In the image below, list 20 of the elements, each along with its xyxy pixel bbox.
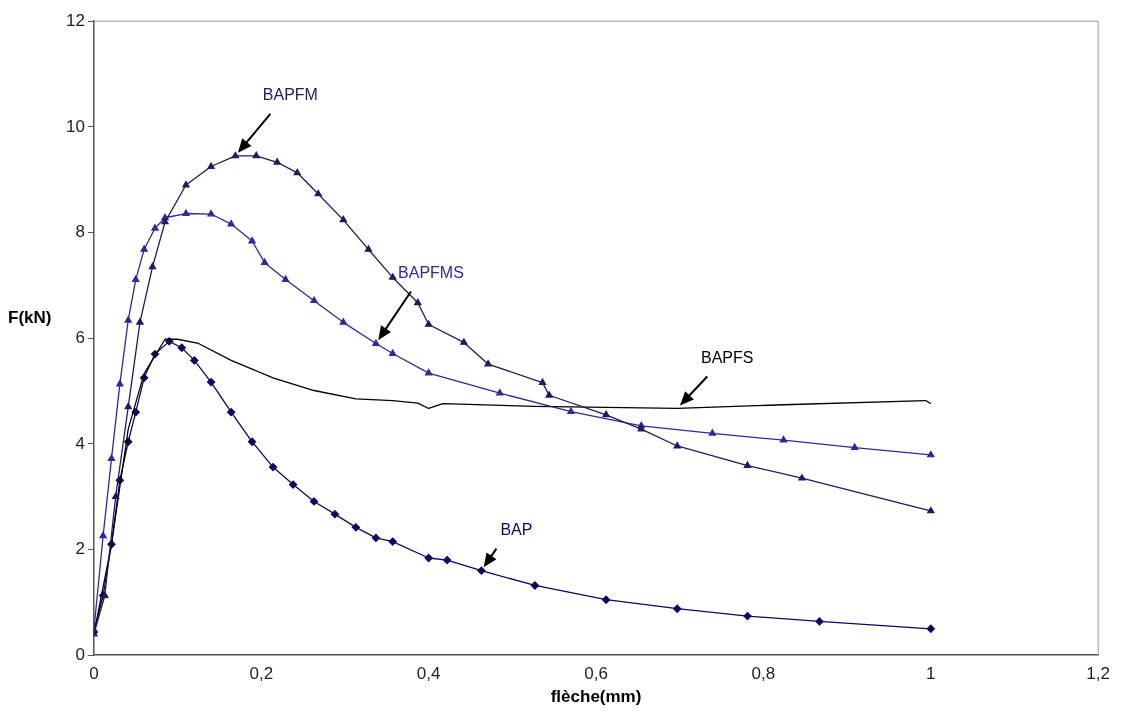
y-tick-label: 0 bbox=[75, 644, 85, 664]
y-tick-label: 10 bbox=[65, 116, 85, 136]
text: BAPFS bbox=[700, 348, 754, 366]
x-tick-label: 0,2 bbox=[249, 664, 274, 684]
x-tick-label: 0,4 bbox=[416, 664, 441, 684]
x-tick-label: 0,6 bbox=[584, 664, 608, 684]
y-tick-label: 8 bbox=[75, 222, 85, 242]
x-tick-label: 0 bbox=[89, 664, 99, 684]
x-tick-label: 0,8 bbox=[751, 664, 776, 684]
x-axis-title: flèche(mm) bbox=[550, 687, 642, 707]
y-tick-label: 6 bbox=[75, 327, 85, 347]
x-tick-label: 1 bbox=[926, 664, 936, 684]
text: BAPFMS bbox=[398, 263, 464, 281]
y-tick-label: 12 bbox=[65, 10, 85, 30]
text: BAPFM bbox=[262, 86, 318, 104]
y-tick-label: 2 bbox=[75, 539, 85, 559]
x-tick-label: 1,2 bbox=[1086, 664, 1110, 684]
text: BAP bbox=[500, 521, 533, 539]
y-axis-title: F(kN) bbox=[8, 308, 52, 328]
y-tick-label: 4 bbox=[75, 433, 85, 453]
